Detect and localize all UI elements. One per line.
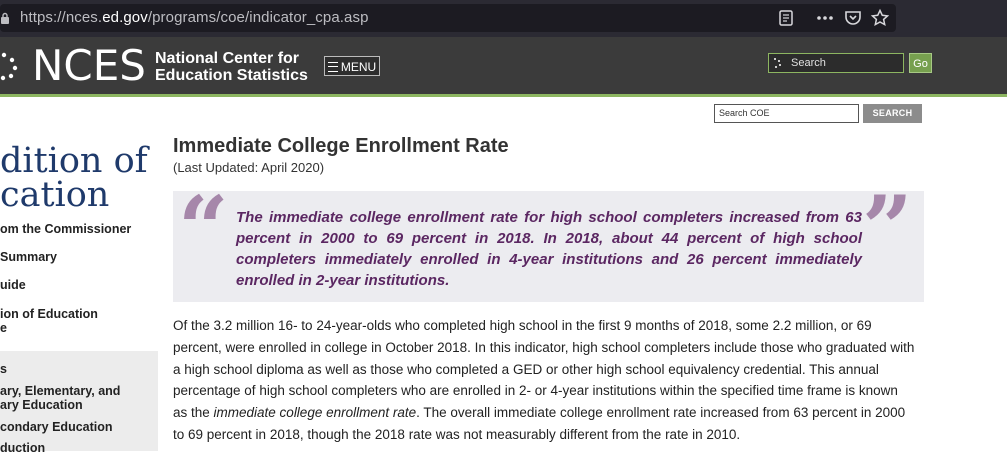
close-quote-icon: ” (862, 176, 913, 280)
coe-search-input[interactable]: Search COE (714, 104, 859, 123)
org-name-line1: National Center for (155, 50, 300, 67)
browser-toolbar: https://nces.ed.gov/programs/coe/indicat… (0, 0, 1007, 37)
sidebar-item-guide[interactable]: uide (0, 278, 26, 292)
sidebar-title-line1: dition of (0, 141, 148, 181)
sidebar-item-summary[interactable]: Summary (0, 250, 57, 264)
go-button[interactable]: Go (909, 53, 932, 73)
pocket-icon[interactable] (843, 8, 863, 28)
nces-logo[interactable]: NCES (32, 41, 146, 90)
coe-search-placeholder: Search COE (719, 108, 770, 118)
site-search-input[interactable]: Search (768, 53, 904, 73)
nces-logo-dots-icon (0, 52, 18, 81)
sidebar-item-condition-line2[interactable]: e (0, 321, 7, 335)
org-name-line2: Education Statistics (155, 67, 308, 84)
bookmark-star-icon[interactable] (870, 8, 890, 28)
menu-label: MENU (340, 60, 377, 74)
menu-button[interactable]: MENU (324, 56, 380, 76)
open-quote-icon: “ (178, 176, 229, 280)
hamburger-icon (327, 61, 338, 72)
coe-search-button[interactable]: SEARCH (863, 104, 922, 123)
body-text-part1: Of the 3.2 million 16- to 24-year-olds w… (173, 318, 915, 421)
body-term: immediate college enrollment rate (213, 405, 417, 421)
sidebar-item-postsecondary[interactable]: condary Education (0, 420, 113, 434)
sidebar-title-line2: cation (0, 175, 110, 215)
condition-of-education-title[interactable]: dition of cation (0, 141, 148, 215)
sidebar-item-commissioner[interactable]: om the Commissioner (0, 222, 132, 236)
more-options-icon[interactable] (815, 8, 835, 28)
lock-icon (1, 12, 9, 24)
highlight-quote-box (173, 191, 924, 302)
body-text-part2: . The overall immediate college enrollme… (173, 405, 906, 442)
sidebar-item-preprimary[interactable]: ary, Elementary, and (0, 384, 121, 398)
site-header: NCES National Center for Education Stati… (0, 37, 1007, 97)
reader-view-icon[interactable] (776, 8, 796, 28)
sidebar-item-introduction[interactable]: duction (0, 441, 46, 455)
url-text[interactable]: https://nces.ed.gov/programs/coe/indicat… (20, 9, 369, 26)
address-bar[interactable]: https://nces.ed.gov/programs/coe/indicat… (0, 4, 896, 32)
org-name[interactable]: National Center for Education Statistics (155, 50, 308, 84)
highlight-quote-text: The immediate college enrollment rate fo… (236, 209, 862, 289)
page-title: Immediate College Enrollment Rate (173, 135, 509, 157)
sidebar-item-condition[interactable]: ion of Education (0, 307, 98, 321)
sidebar-item-topics[interactable]: s (0, 362, 7, 376)
body-paragraph: Of the 3.2 million 16- to 24-year-olds w… (173, 315, 915, 446)
site-search-placeholder: Search (791, 57, 826, 69)
sidebar-item-preprimary-line2[interactable]: ary Education (0, 398, 83, 412)
sidebar-section-bg (0, 351, 158, 451)
last-updated: (Last Updated: April 2020) (173, 160, 325, 175)
search-sparkle-icon (774, 58, 781, 68)
